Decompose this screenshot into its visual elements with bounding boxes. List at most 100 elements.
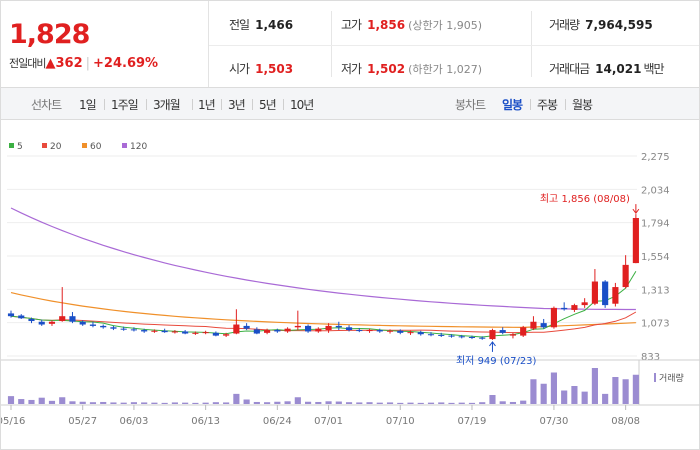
candle-body <box>171 331 178 333</box>
candle-body <box>530 321 537 329</box>
x-tick-label: 08/08 <box>611 416 640 427</box>
candle-body <box>427 334 435 336</box>
volume-bar <box>130 402 137 404</box>
ma120-line <box>10 207 636 311</box>
x-tick-label: 05/16 <box>1 416 25 427</box>
period-1d-button[interactable]: 1일 <box>79 98 97 112</box>
volume-bar <box>602 393 609 404</box>
stock-chart: 2,275 2,034 1,794 1,554 1,313 1,073 833 05/16 05… <box>0 120 700 450</box>
high-price: 고가 1,856 (상한가 1,905) <box>341 18 482 32</box>
candle-monthly-button[interactable]: 월봉 <box>572 98 593 112</box>
candlestick-chart: 2,275 2,034 1,794 1,554 1,313 1,073 833 05/16 05… <box>0 142 700 427</box>
period-10y-button[interactable]: 10년 <box>290 98 314 112</box>
volume-bar <box>212 402 219 404</box>
divider <box>146 99 147 110</box>
period-3m-button[interactable]: 3개월 <box>153 98 181 112</box>
candle-daily-button[interactable]: 일봉 <box>502 98 523 112</box>
candle-body <box>622 264 629 288</box>
candle-body <box>417 332 424 335</box>
y-tick-label: 1,313 <box>641 285 670 296</box>
candle-body <box>243 325 250 329</box>
period-bar: 선차트 1일 1주일 3개월 1년 3년 5년 10년 봉차트 일봉 주봉 월봉 <box>0 88 700 120</box>
y-tick-label: 1,554 <box>641 252 670 263</box>
low-arrow-head <box>489 341 496 347</box>
candle-body <box>202 332 209 334</box>
volume: 거래량 7,964,595 <box>549 18 653 32</box>
volume-bar <box>417 402 424 404</box>
candle-body <box>28 318 35 322</box>
volume-bar <box>509 401 517 404</box>
candle-body <box>110 327 117 329</box>
change-label: 전일대비 <box>9 57 46 70</box>
candle-body <box>591 281 598 304</box>
volume-bar <box>274 401 281 404</box>
divider <box>531 11 532 77</box>
volume-label: 거래량 <box>659 372 684 384</box>
volume-bar <box>325 401 332 404</box>
volume-bar <box>161 402 168 404</box>
candle-body <box>48 321 56 324</box>
candle-body <box>264 330 271 333</box>
open-price: 시가 1,503 <box>229 62 294 76</box>
candle-body <box>212 332 219 336</box>
volume-bar <box>540 383 547 404</box>
candle-body <box>602 281 609 306</box>
y-tick-label: 833 <box>641 352 660 363</box>
divider <box>530 99 531 110</box>
candle-body <box>335 325 342 328</box>
candle-body <box>69 316 76 322</box>
price-block: 1,828 전일대비▲362 | +24.69% <box>1 1 209 87</box>
candle-body <box>89 324 97 326</box>
volume-legend-swatch <box>654 373 656 382</box>
x-tick-label: 07/01 <box>314 416 343 427</box>
change-value: 362 <box>55 56 83 71</box>
candle-body <box>376 330 383 332</box>
candle-body <box>325 325 332 331</box>
x-tick-label: 07/10 <box>386 416 415 427</box>
volume-bar <box>366 402 373 404</box>
legend-swatch <box>122 143 127 148</box>
volume-bar <box>438 402 445 404</box>
divider <box>565 99 566 110</box>
candle-body <box>386 330 394 332</box>
candle-body <box>407 332 414 334</box>
divider <box>104 99 105 110</box>
candle-body <box>520 327 527 336</box>
low-price: 저가 1,502 (하한가 1,027) <box>341 62 482 76</box>
low-annotation: 최저 949 (07/23) <box>456 355 537 367</box>
x-tick-label: 06/13 <box>191 416 220 427</box>
candle-body <box>356 330 363 332</box>
period-3y-button[interactable]: 3년 <box>228 98 246 112</box>
volume-bar <box>499 401 506 404</box>
candle-body <box>120 328 127 330</box>
period-5y-button[interactable]: 5년 <box>259 98 277 112</box>
candle-body <box>550 307 557 328</box>
price-change: 전일대비▲362 | +24.69% <box>9 55 158 71</box>
volume-bar <box>202 402 209 404</box>
candle-body <box>294 325 301 328</box>
candle-body <box>305 325 312 332</box>
candle-body <box>458 336 465 338</box>
x-tick-label: 06/24 <box>263 416 292 427</box>
volume-bar <box>561 390 568 404</box>
volume-bar <box>141 402 148 404</box>
legend-label: 120 <box>130 142 147 152</box>
candle-body <box>499 330 506 333</box>
volume-bar <box>479 402 486 404</box>
candle-body <box>448 335 455 337</box>
volume-bar <box>110 402 117 404</box>
volume-bar <box>7 396 15 404</box>
volume-bar <box>253 401 260 404</box>
volume-bar <box>294 397 301 404</box>
period-1y-button[interactable]: 1년 <box>198 98 216 112</box>
candle-body <box>38 321 45 325</box>
candle-body <box>489 330 496 340</box>
volume-bar <box>305 401 312 404</box>
legend-swatch <box>42 143 47 148</box>
volume-bar <box>151 402 158 404</box>
candle-body <box>540 323 547 328</box>
period-1w-button[interactable]: 1주일 <box>111 98 139 112</box>
volume-bar <box>284 401 291 404</box>
volume-bar <box>632 374 639 404</box>
candle-weekly-button[interactable]: 주봉 <box>537 98 558 112</box>
